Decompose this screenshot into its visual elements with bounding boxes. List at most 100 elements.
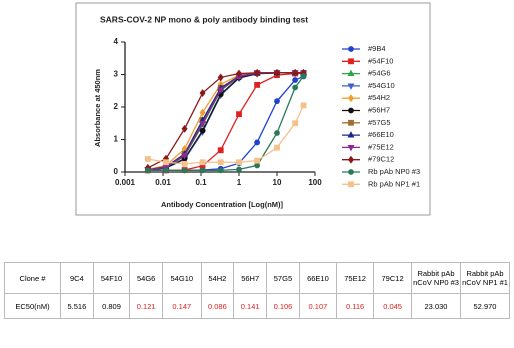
y-axis-label: Absorbance at 450nm	[93, 69, 102, 147]
header-cell: 56H7	[233, 262, 268, 294]
data-point	[274, 144, 280, 151]
data-point	[144, 156, 151, 162]
data-point	[292, 84, 299, 91]
legend-marker	[347, 83, 355, 90]
x-tick-label: 0.01	[155, 178, 171, 187]
value-cell: 0.086	[200, 293, 235, 319]
table-row: EC50(nM) 5.516 0.809 0.121 0.147 0.086 0.141 0.…	[4, 293, 510, 319]
legend-marker	[348, 46, 354, 52]
legend-label: Rb pAb NP1 #1	[368, 179, 420, 188]
y-tick-label: 2	[114, 102, 119, 111]
data-point	[181, 153, 189, 160]
legend-label: #75E12	[368, 142, 394, 151]
data-point	[292, 120, 299, 127]
header-cell: 79C12	[373, 262, 412, 294]
chart-frame	[75, 2, 431, 216]
header-cell: 54G6	[129, 262, 164, 294]
data-point	[273, 68, 281, 77]
data-point	[236, 159, 242, 166]
chart: SARS-COV-2 NP mono & poly antibody bindi…	[75, 2, 431, 216]
value-cell: 52.970	[460, 293, 510, 319]
ec50-table: Clone #9C4 54F10 54G6 54G10 54H2 56H7 57G5 66E1…	[4, 262, 510, 319]
legend-marker	[348, 58, 354, 65]
data-point	[292, 77, 299, 83]
legend-marker	[347, 144, 355, 152]
x-tick-label: 0.001	[115, 178, 136, 187]
header-cell: Rabbit pAb nCoV NP1 #1	[460, 262, 510, 294]
legend-label: #54G10	[368, 81, 395, 90]
legend-marker	[347, 131, 355, 138]
legend-label: #9B4	[368, 44, 386, 53]
header-cell: 54F10	[92, 262, 131, 294]
data-point	[274, 98, 280, 105]
legend-label: #66E10	[368, 130, 394, 139]
value-cell: 0.107	[298, 293, 338, 319]
data-point	[217, 167, 224, 174]
value-cell: 0.106	[266, 293, 300, 319]
legend-marker	[347, 69, 355, 77]
header-cell: 54G10	[162, 262, 202, 294]
data-point	[274, 130, 280, 136]
legend-marker	[348, 119, 354, 126]
data-point	[254, 157, 261, 164]
value-cell: 0.045	[373, 293, 412, 319]
data-point	[199, 159, 206, 166]
legend-label: #57G5	[368, 118, 391, 127]
legend-marker	[348, 107, 354, 114]
y-tick-label: 4	[114, 37, 119, 46]
data-point	[163, 159, 169, 166]
legend-marker	[347, 155, 355, 164]
data-point	[235, 69, 243, 78]
header-cell: Clone #	[4, 262, 61, 294]
data-point	[199, 127, 206, 134]
data-point	[300, 73, 307, 80]
data-point	[181, 124, 188, 133]
data-point	[254, 162, 261, 169]
y-tick-label: 0	[114, 167, 119, 176]
value-cell: 0.116	[335, 293, 375, 319]
header-cell: 75E12	[335, 262, 375, 294]
data-point	[217, 73, 224, 82]
x-tick-label: 1	[237, 178, 242, 187]
legend-label: #54F10	[368, 56, 393, 65]
header-cell: 57G5	[266, 262, 300, 294]
data-point	[254, 82, 261, 88]
value-cell: 0.141	[233, 293, 268, 319]
legend-label: Rb pAb NP0 #3	[368, 167, 420, 176]
value-cell: 0.147	[162, 293, 202, 319]
data-point	[163, 167, 169, 174]
data-point	[292, 68, 299, 77]
table-row: Clone #9C4 54F10 54G6 54G10 54H2 56H7 57G5 66E1…	[4, 262, 510, 294]
value-cell: 0.809	[92, 293, 131, 319]
data-point	[199, 108, 206, 117]
value-cell: EC50(nM)	[4, 293, 61, 319]
data-point	[199, 89, 206, 97]
header-cell: 66E10	[298, 262, 338, 294]
data-point	[144, 167, 151, 174]
value-cell: 23.030	[411, 293, 461, 319]
data-point	[181, 160, 188, 167]
legend-marker	[348, 181, 354, 188]
data-point	[236, 111, 242, 118]
series-line	[147, 72, 304, 169]
data-point	[236, 166, 242, 173]
data-point	[199, 167, 206, 174]
legend-marker	[348, 169, 354, 175]
data-point	[254, 68, 261, 77]
data-point	[217, 159, 224, 166]
value-cell: 0.121	[129, 293, 164, 319]
legend-label: #54G6	[368, 69, 391, 78]
series-line	[147, 105, 305, 165]
y-tick-label: 1	[114, 135, 119, 144]
data-point	[217, 147, 224, 154]
legend-label: #79C12	[368, 155, 394, 164]
x-tick-label: 10	[273, 178, 282, 187]
chart-title: SARS-COV-2 NP mono & poly antibody bindi…	[100, 14, 308, 24]
header-cell: 9C4	[59, 262, 94, 294]
legend-label: #54H2	[368, 93, 390, 102]
data-point	[217, 87, 225, 94]
header-cell: Rabbit pAb nCoV NP0 #3	[411, 262, 461, 294]
x-tick-label: 100	[308, 178, 322, 187]
series-line	[147, 75, 305, 172]
